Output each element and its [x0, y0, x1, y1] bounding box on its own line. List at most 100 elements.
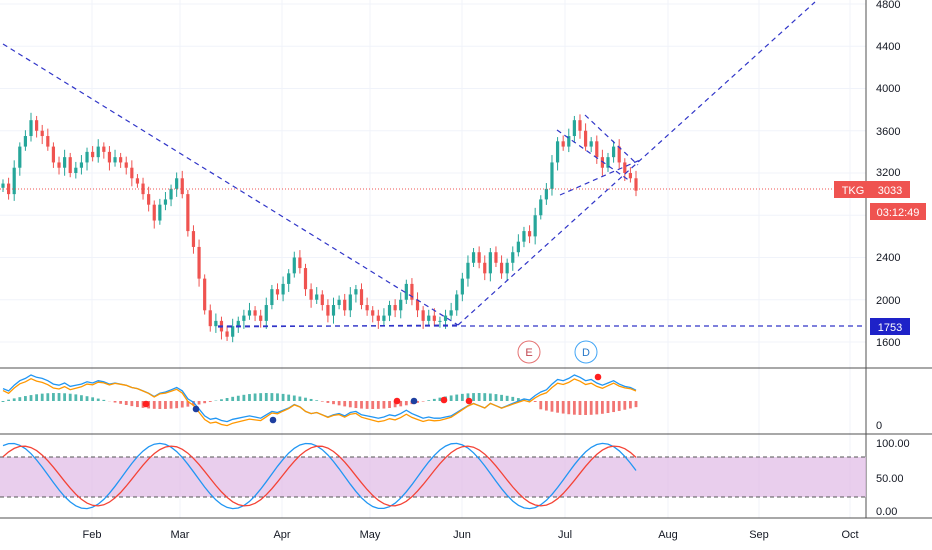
- macd-bar: [544, 401, 548, 411]
- countdown-label: 03:12:49: [877, 207, 920, 219]
- macd-bar: [169, 401, 173, 409]
- candle: [617, 139, 621, 170]
- candle: [309, 283, 313, 308]
- candle: [376, 309, 380, 329]
- macd-bar: [197, 401, 201, 405]
- candle: [169, 184, 173, 207]
- macd-bar: [455, 394, 459, 401]
- macd-bar: [427, 400, 431, 401]
- event-marker-d-label: D: [582, 347, 590, 359]
- macd-bar: [68, 393, 72, 401]
- candle: [460, 272, 464, 302]
- macd-bar: [589, 401, 593, 415]
- price-axis[interactable]: 4800 4400 4000 3600 3200 2400 2000 1600: [876, 0, 900, 349]
- macd-cross-marker: [410, 397, 418, 405]
- stoch-k-line: [2, 442, 637, 510]
- trend-line[interactable]: [559, 159, 641, 196]
- macd-pane[interactable]: [1, 373, 638, 427]
- time-tick: Jul: [558, 529, 572, 541]
- trend-line[interactable]: [584, 114, 639, 166]
- stoch-axis[interactable]: 100.00 50.00 0.00: [876, 438, 910, 518]
- event-marker-d[interactable]: D: [574, 340, 598, 364]
- candle: [522, 226, 526, 248]
- macd-bar: [382, 401, 386, 409]
- macd-tick: 0: [876, 420, 882, 432]
- macd-bar: [343, 401, 347, 407]
- macd-bar: [595, 401, 599, 415]
- time-tick: Mar: [171, 529, 190, 541]
- candle: [135, 174, 140, 188]
- candle: [292, 251, 296, 278]
- trend-line[interactable]: [2, 43, 459, 326]
- candle: [315, 287, 319, 304]
- candle: [197, 239, 201, 287]
- macd-bar: [96, 398, 100, 401]
- candle: [298, 250, 302, 274]
- macd-bar: [572, 401, 576, 415]
- price-tick: 4800: [876, 0, 900, 11]
- macd-bar: [298, 396, 302, 401]
- price-tick: 2000: [876, 295, 900, 307]
- candle: [483, 255, 487, 281]
- candle: [74, 161, 78, 179]
- candle: [96, 139, 100, 163]
- macd-bar: [248, 394, 251, 401]
- price-tick: 2400: [876, 252, 900, 264]
- macd-bar: [35, 394, 39, 401]
- candle: [343, 293, 347, 316]
- candle: [466, 255, 470, 287]
- macd-bar: [253, 393, 257, 401]
- event-marker-e[interactable]: E: [517, 340, 541, 364]
- macd-bar: [388, 401, 391, 409]
- time-tick: Sep: [749, 529, 769, 541]
- candle: [438, 316, 442, 328]
- candle: [404, 279, 408, 304]
- macd-bar: [309, 398, 313, 401]
- price-tick: 4000: [876, 83, 900, 95]
- macd-bar: [52, 393, 55, 401]
- macd-cross-marker: [465, 397, 473, 405]
- macd-bar: [348, 401, 352, 408]
- main-pane[interactable]: [0, 0, 866, 368]
- time-axis[interactable]: Feb Mar Apr May Jun Jul Aug Sep Oct: [83, 529, 859, 541]
- time-tick: May: [360, 529, 381, 541]
- candle: [578, 114, 582, 139]
- macd-bar: [259, 393, 263, 401]
- candle: [68, 152, 72, 178]
- macd-bar: [124, 401, 128, 406]
- macd-cross-marker: [594, 373, 602, 381]
- candle: [231, 318, 235, 343]
- macd-bar: [505, 395, 509, 401]
- candle: [1, 179, 5, 193]
- stoch-tick: 0.00: [876, 506, 897, 518]
- symbol-price-tag: TKG 3033: [834, 181, 910, 198]
- time-tick: Jun: [453, 529, 471, 541]
- candle: [611, 140, 616, 163]
- candle: [595, 135, 599, 164]
- macd-bar: [399, 401, 403, 407]
- candle: [505, 258, 509, 281]
- trend-line[interactable]: [556, 129, 631, 182]
- candle: [371, 306, 375, 323]
- candle: [421, 306, 425, 329]
- candle: [242, 309, 246, 329]
- candle: [415, 292, 420, 318]
- candle: [18, 142, 22, 176]
- candle: [264, 297, 268, 329]
- macd-axis[interactable]: 0: [876, 420, 882, 432]
- macd-bar: [584, 401, 587, 415]
- candle: [141, 177, 145, 200]
- macd-bar: [208, 401, 212, 402]
- candle: [119, 152, 123, 168]
- macd-bar: [623, 401, 627, 410]
- stochastic-pane[interactable]: [2, 442, 637, 510]
- candle: [494, 246, 498, 268]
- candle: [539, 195, 543, 220]
- macd-bar: [74, 394, 78, 401]
- candle: [247, 302, 252, 320]
- time-tick: Oct: [841, 529, 858, 541]
- support-price-tag: 1753: [870, 318, 910, 335]
- candle: [102, 142, 106, 159]
- macd-bar: [500, 394, 503, 401]
